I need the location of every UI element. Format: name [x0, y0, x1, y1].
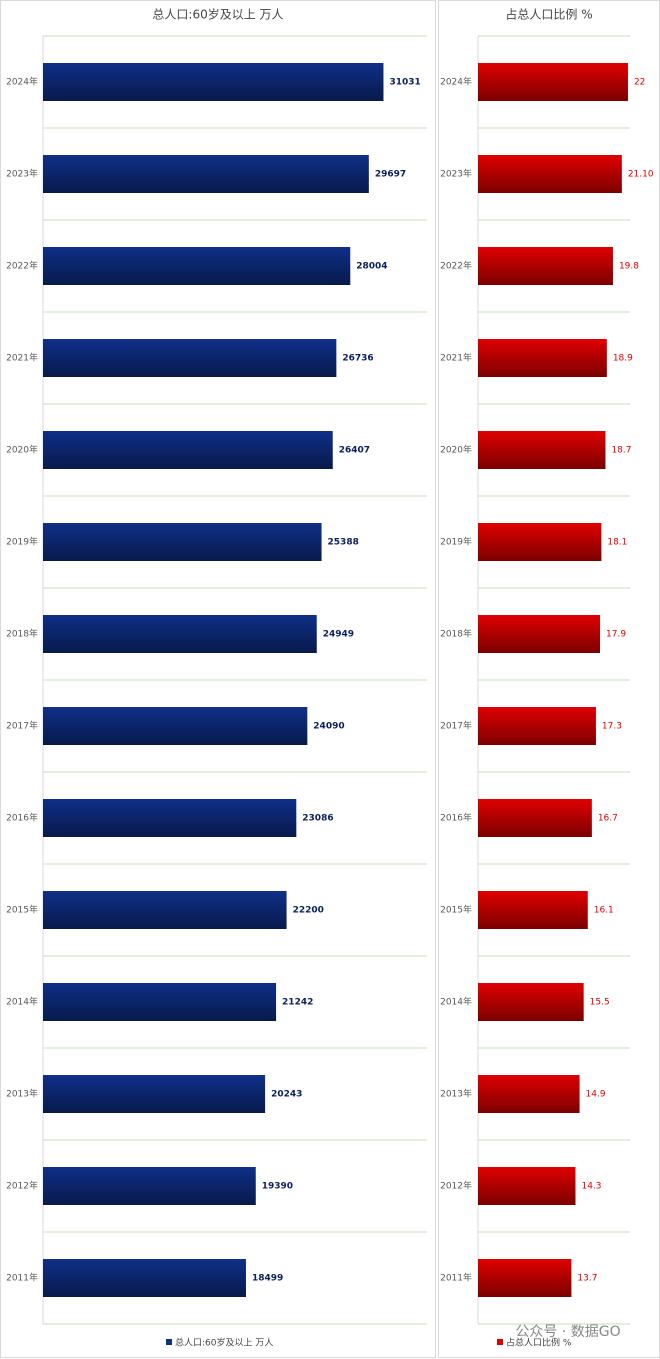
bar-shade	[43, 339, 337, 377]
value-label: 17.3	[602, 722, 622, 732]
value-label: 21242	[282, 998, 313, 1008]
bar-shade	[43, 707, 308, 745]
y-tick-label: 2020年	[440, 444, 472, 456]
y-tick-label: 2024年	[440, 76, 472, 88]
value-label: 24949	[323, 630, 354, 640]
bar-shade	[43, 983, 277, 1021]
value-label: 13.7	[577, 1274, 597, 1284]
y-tick-label: 2014年	[440, 996, 472, 1008]
right-panel	[438, 0, 660, 1358]
value-label: 16.7	[598, 814, 618, 824]
value-label: 23086	[302, 814, 333, 824]
bar-shade	[43, 1075, 266, 1113]
y-tick-label: 2013年	[440, 1088, 472, 1100]
y-tick-label: 2022年	[6, 260, 38, 272]
bar-shade	[43, 1259, 246, 1297]
bar-shade	[478, 431, 606, 469]
bar-shade	[43, 1167, 256, 1205]
bar-shade	[478, 523, 602, 561]
y-tick-label: 2014年	[6, 996, 38, 1008]
value-label: 19390	[262, 1182, 293, 1192]
chart-title: 占总人口比例 %	[505, 7, 592, 22]
bar-shade	[43, 523, 322, 561]
value-label: 14.9	[586, 1090, 606, 1100]
y-tick-label: 2012年	[440, 1180, 472, 1192]
y-tick-label: 2017年	[440, 720, 472, 732]
bar-shade	[478, 155, 622, 193]
bar-shade	[43, 155, 369, 193]
value-label: 22	[634, 78, 645, 88]
y-tick-label: 2024年	[6, 76, 38, 88]
value-label: 28004	[356, 262, 387, 272]
bar-shade	[478, 63, 628, 101]
value-label: 16.1	[594, 906, 614, 916]
bar-shade	[43, 247, 351, 285]
bar-shade	[43, 799, 297, 837]
y-tick-label: 2016年	[440, 812, 472, 824]
bar-shade	[478, 983, 584, 1021]
bar-shade	[478, 891, 588, 929]
value-label: 21.10	[628, 170, 654, 180]
y-tick-label: 2011年	[440, 1272, 472, 1284]
bar-shade	[43, 891, 287, 929]
y-tick-label: 2013年	[6, 1088, 38, 1100]
y-tick-label: 2018年	[6, 628, 38, 640]
bar-shade	[478, 615, 601, 653]
value-label: 18499	[252, 1274, 283, 1284]
value-label: 31031	[389, 78, 420, 88]
y-tick-label: 2015年	[6, 904, 38, 916]
value-label: 17.9	[606, 630, 626, 640]
value-label: 20243	[271, 1090, 302, 1100]
left-panel	[0, 0, 436, 1358]
value-label: 22200	[293, 906, 324, 916]
y-tick-label: 2020年	[6, 444, 38, 456]
bar-shade	[478, 1075, 580, 1113]
y-tick-label: 2012年	[6, 1180, 38, 1192]
y-tick-label: 2016年	[6, 812, 38, 824]
legend-label: 占总人口比例 %	[506, 1337, 572, 1349]
bar-shade	[478, 1259, 572, 1297]
bar-shade	[43, 615, 317, 653]
legend-label: 总人口:60岁及以上 万人	[175, 1337, 273, 1349]
watermark: 公众号 · 数据GO	[515, 1324, 620, 1340]
y-tick-label: 2015年	[440, 904, 472, 916]
y-tick-label: 2018年	[440, 628, 472, 640]
y-tick-label: 2019年	[6, 536, 38, 548]
y-tick-label: 2023年	[6, 168, 38, 180]
y-tick-label: 2019年	[440, 536, 472, 548]
bar-shade	[478, 1167, 576, 1205]
chart-title: 总人口:60岁及以上 万人	[152, 7, 283, 22]
value-label: 26407	[339, 446, 370, 456]
y-tick-label: 2011年	[6, 1272, 38, 1284]
legend-swatch	[166, 1339, 172, 1345]
value-label: 29697	[375, 170, 406, 180]
y-tick-label: 2021年	[440, 352, 472, 364]
bar-shade	[478, 707, 596, 745]
value-label: 18.1	[607, 538, 627, 548]
legend-swatch	[497, 1339, 503, 1345]
y-tick-label: 2017年	[6, 720, 38, 732]
value-label: 25388	[328, 538, 359, 548]
value-label: 18.7	[611, 446, 631, 456]
bar-shade	[478, 247, 613, 285]
bar-shade	[43, 63, 384, 101]
bar-shade	[43, 431, 333, 469]
bar-shade	[478, 339, 607, 377]
y-tick-label: 2023年	[440, 168, 472, 180]
y-tick-label: 2021年	[6, 352, 38, 364]
value-label: 19.8	[619, 262, 639, 272]
value-label: 18.9	[613, 354, 633, 364]
value-label: 24090	[313, 722, 344, 732]
y-tick-label: 2022年	[440, 260, 472, 272]
bar-shade	[478, 799, 592, 837]
value-label: 14.3	[581, 1182, 601, 1192]
value-label: 15.5	[590, 998, 610, 1008]
value-label: 26736	[342, 354, 373, 364]
